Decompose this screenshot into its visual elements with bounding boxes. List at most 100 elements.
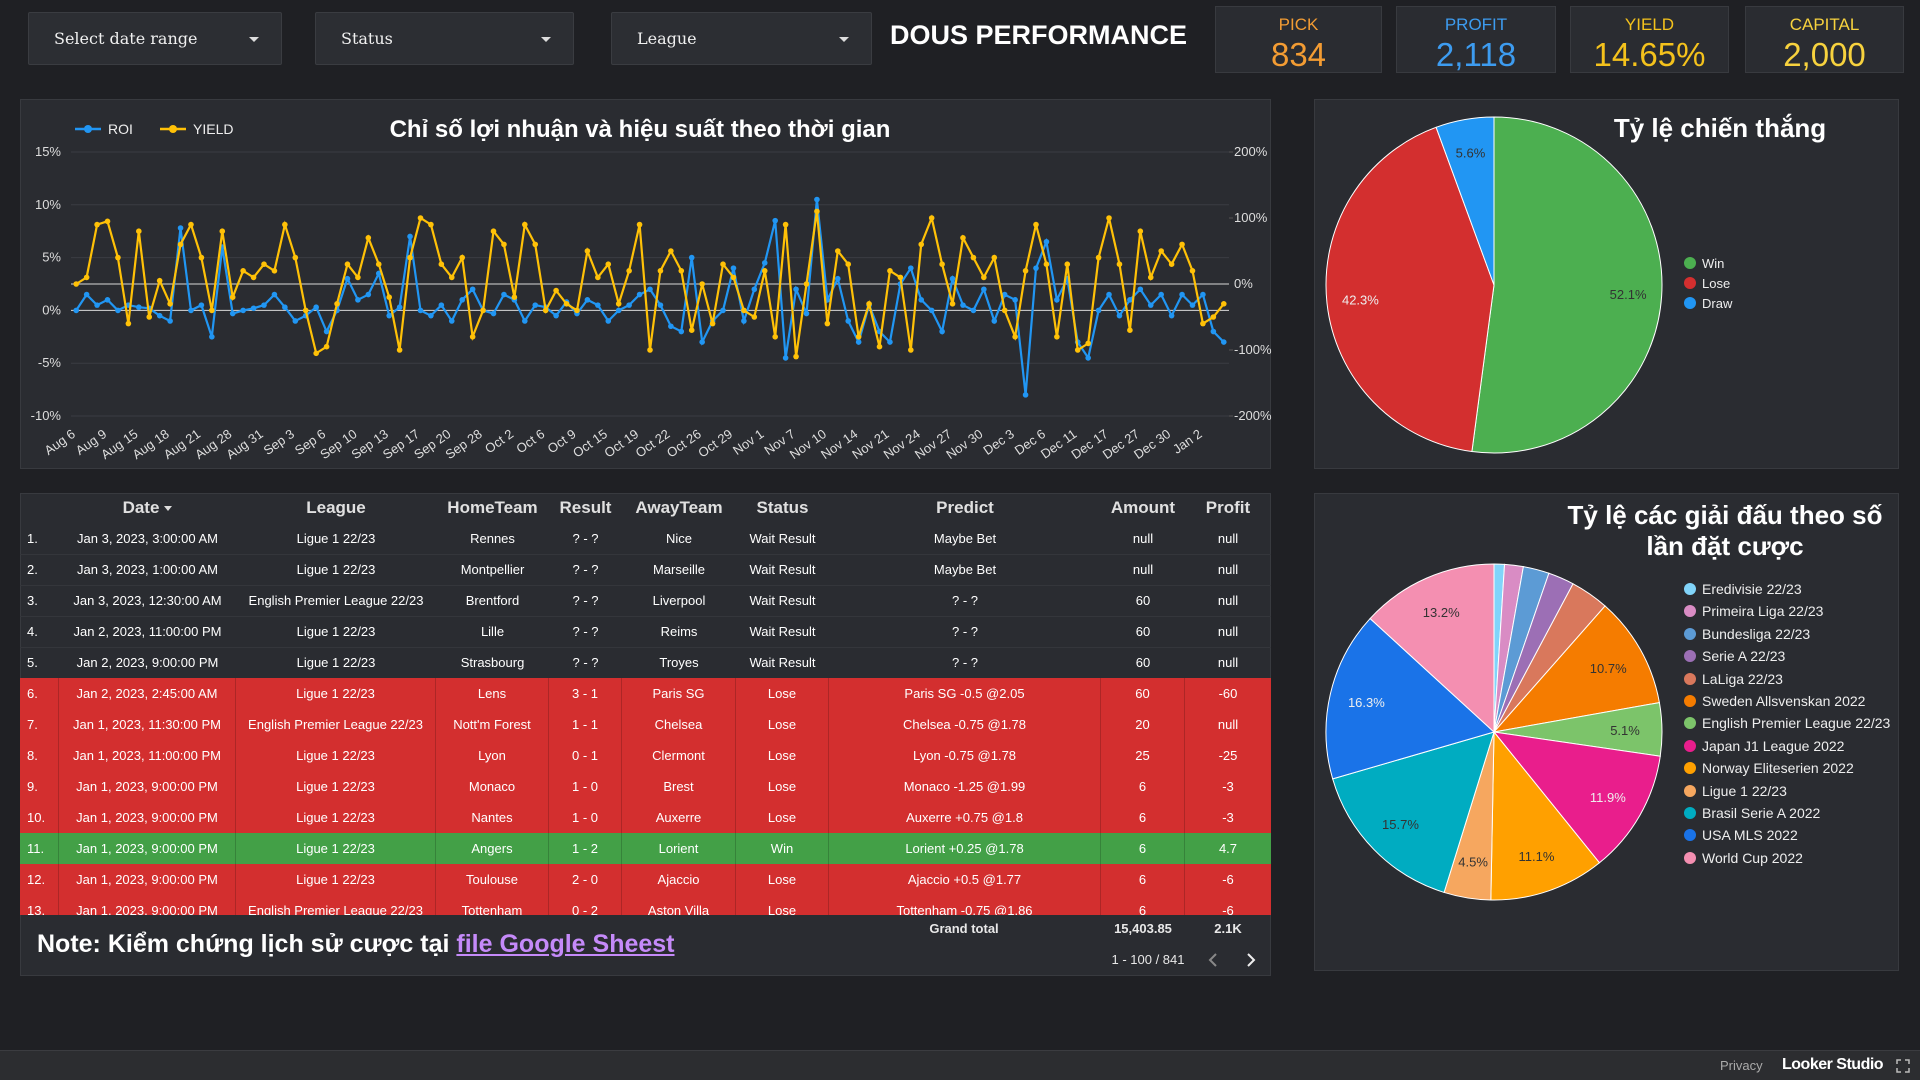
table-cell: null — [1217, 655, 1239, 670]
column-header[interactable]: Date — [59, 493, 236, 523]
data-point — [522, 221, 528, 228]
data-point — [469, 334, 476, 340]
table-cell: -6 — [1222, 903, 1234, 915]
legend-label: World Cup 2022 — [1702, 849, 1803, 866]
table-row: 3. Jan 3, 2023, 12:30:00 AM English Premie… — [20, 585, 1271, 617]
data-point — [490, 310, 497, 317]
legend-marker — [1684, 851, 1696, 864]
data-point — [1001, 291, 1008, 298]
table-cell: 4.7 — [1218, 841, 1238, 856]
brand: Looker Studio — [1782, 1056, 1884, 1073]
table-cell: Clermont — [622, 740, 736, 771]
data-point — [876, 343, 883, 350]
data-point — [928, 307, 935, 314]
data-point — [282, 304, 288, 311]
data-point — [428, 221, 434, 228]
data-point — [741, 307, 747, 314]
data-point — [960, 235, 966, 241]
prev-page[interactable] — [1206, 952, 1220, 968]
legend-label: Norway Eliteserien 2022 — [1702, 760, 1854, 777]
data-point — [1200, 291, 1206, 298]
data-point — [949, 301, 956, 307]
legend-label: Serie A 22/23 — [1702, 648, 1786, 665]
x-tick-label: Nov 1 — [730, 426, 766, 458]
data-point — [1147, 302, 1154, 308]
sheet-link[interactable]: file Google Sheest — [456, 930, 675, 958]
table-cell: ? - ? — [951, 593, 978, 608]
data-point — [344, 275, 351, 282]
table-cell: 60 — [1135, 593, 1151, 608]
table-cell: Ligue 1 22/23 — [236, 771, 436, 802]
data-point — [657, 302, 664, 308]
data-point — [688, 254, 695, 261]
table-cell: Ligue 1 22/23 — [236, 802, 436, 833]
data-point — [417, 215, 424, 221]
data-point — [83, 291, 90, 298]
data-point — [887, 339, 893, 345]
data-point — [94, 302, 100, 308]
kpi-value: 2,000 — [1783, 36, 1866, 73]
pie-slice — [1369, 563, 1495, 734]
table-cell: 2 - 0 — [549, 864, 622, 895]
table-cell: Jan 1, 2023, 9:00:00 PM — [59, 895, 236, 915]
privacy-link[interactable]: Privacy — [1720, 1058, 1763, 1073]
table-cell: 6 — [1101, 771, 1185, 802]
data-point — [1033, 221, 1039, 228]
table-cell: 13. — [20, 895, 59, 915]
table-cell: Jan 3, 2023, 12:30:00 AM — [73, 593, 222, 608]
table-cell: Wait Result — [749, 562, 816, 577]
league-filter[interactable]: League — [611, 12, 872, 65]
x-tick-label: Oct 19 — [601, 426, 641, 460]
legend-marker — [169, 125, 177, 133]
table-cell: Wait Result — [749, 593, 816, 608]
data-point — [1210, 328, 1217, 335]
table-cell: Ligue 1 22/23 — [296, 562, 376, 577]
data-point — [563, 301, 570, 307]
data-point — [918, 297, 925, 303]
table-cell: 1 - 0 — [549, 802, 622, 833]
data-point — [156, 312, 163, 319]
data-point — [229, 294, 236, 301]
data-point — [459, 254, 466, 261]
legend-marker — [1684, 277, 1696, 289]
data-point — [115, 254, 121, 261]
data-point — [678, 328, 685, 335]
grand-total-amount: 15,403.85 — [1114, 921, 1172, 936]
x-tick-label: Jan 2 — [1170, 426, 1205, 457]
y-tick-label: 15% — [35, 144, 61, 159]
slice-label: 4.5% — [1458, 854, 1488, 869]
note-text: Note: Kiểm chứng lịch sử cược tại — [37, 930, 450, 958]
status-filter[interactable]: Status — [315, 12, 574, 65]
data-point — [887, 268, 893, 274]
data-point — [991, 254, 998, 261]
date-range-filter[interactable]: Select date range — [28, 12, 282, 65]
data-point — [428, 312, 434, 319]
data-point — [282, 221, 288, 228]
legend-label: ROI — [108, 121, 133, 137]
data-point — [1127, 327, 1133, 334]
data-point — [626, 302, 632, 308]
data-point — [981, 286, 987, 293]
data-point — [209, 307, 215, 314]
table-cell: 6 — [1101, 895, 1185, 915]
data-point — [761, 268, 768, 274]
next-page[interactable] — [1244, 952, 1258, 968]
slice-label: 5.6% — [1456, 146, 1486, 161]
data-point — [949, 275, 956, 282]
table-cell: ? - ? — [572, 655, 599, 670]
data-point — [156, 277, 163, 284]
data-point — [198, 302, 205, 308]
table-cell: 7. — [20, 709, 59, 740]
data-point — [595, 274, 601, 281]
table-cell: ? - ? — [951, 624, 978, 639]
chart-title: Tỷ lệ chiến thắng — [1614, 113, 1826, 143]
fullscreen-icon[interactable] — [1896, 1059, 1910, 1073]
data-point — [981, 274, 987, 281]
table-cell: Jan 2, 2023, 2:45:00 AM — [59, 678, 236, 709]
data-point — [1116, 312, 1123, 319]
legend-label: Brasil Serie A 2022 — [1702, 805, 1821, 821]
table-cell: Tottenham -0.75 @1.86 — [829, 895, 1101, 915]
data-point — [365, 235, 372, 241]
data-point — [355, 274, 361, 281]
